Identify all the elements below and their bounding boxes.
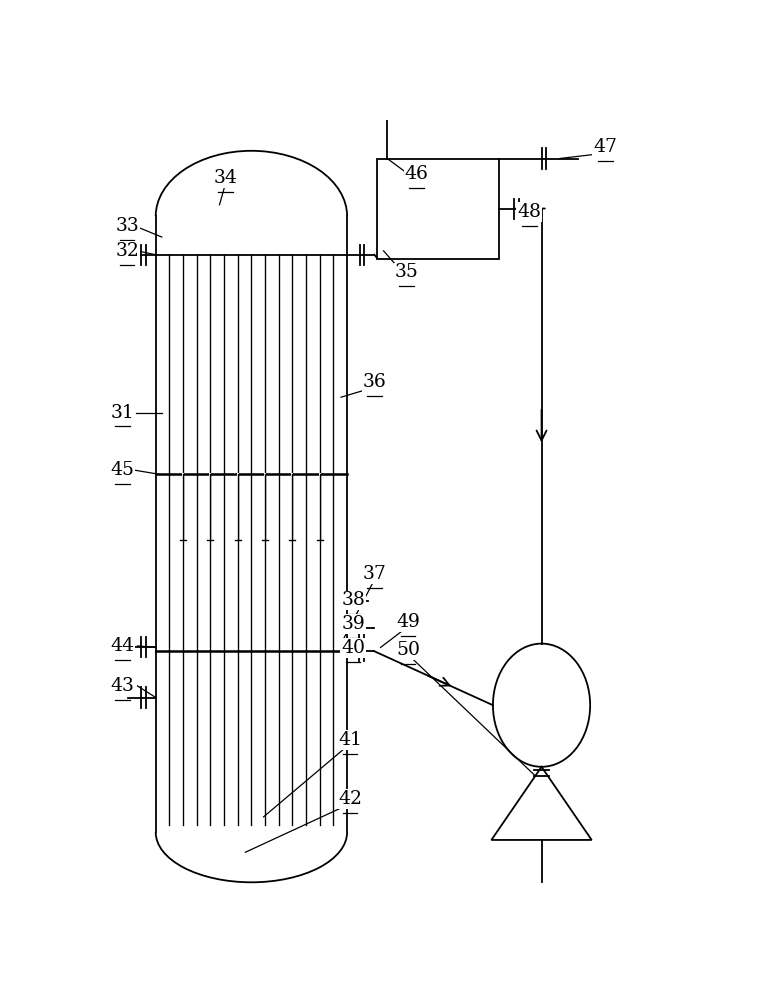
Text: 36: 36 [362, 373, 387, 391]
Text: 40: 40 [341, 639, 365, 657]
Text: 33: 33 [115, 217, 139, 235]
Text: 31: 31 [111, 404, 134, 422]
Text: 48: 48 [517, 203, 542, 221]
Text: 32: 32 [115, 242, 139, 260]
Text: 42: 42 [338, 790, 362, 808]
Text: 49: 49 [396, 613, 419, 631]
Bar [378, 158, 499, 259]
Text: 45: 45 [111, 461, 134, 479]
Text: 37: 37 [362, 565, 387, 583]
Text: 38: 38 [341, 591, 365, 609]
Text: 41: 41 [338, 731, 362, 749]
Text: 34: 34 [214, 169, 238, 187]
Text: 50: 50 [396, 641, 420, 659]
Text: 47: 47 [593, 138, 617, 156]
Text: 35: 35 [394, 263, 419, 281]
Text: 39: 39 [341, 615, 365, 633]
Text: 43: 43 [111, 677, 134, 695]
Text: 44: 44 [111, 637, 134, 655]
Text: 46: 46 [405, 165, 428, 183]
